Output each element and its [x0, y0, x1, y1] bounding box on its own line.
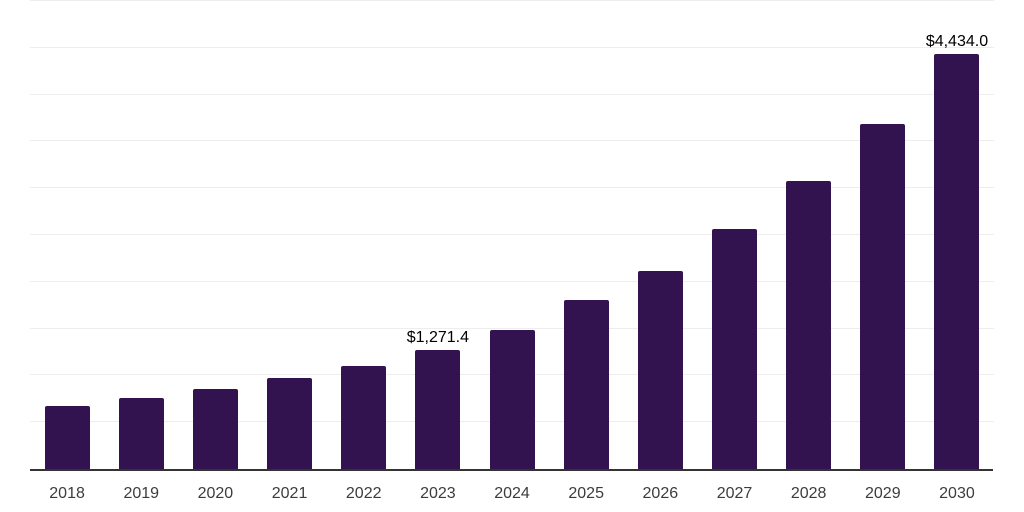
bar-2022 [341, 366, 387, 469]
x-tick-label-2027: 2027 [716, 485, 753, 502]
bar-column-2024 [475, 1, 549, 469]
x-axis-tick-labels: 2018 2019 2020 2021 2022 2023 2024 2025 2026 2027… [30, 471, 994, 503]
gridline-2500 [30, 234, 994, 235]
x-tick-label-2024: 2024 [494, 485, 530, 502]
x-tick-label-2019: 2019 [123, 485, 160, 502]
x-tick-label-2030: 2030 [939, 485, 975, 502]
bar-column-2018 [30, 1, 104, 469]
bar-2025 [563, 300, 609, 469]
bar-column-2023: $1,271.4 [401, 1, 475, 469]
bar-column-2030: $4,434.0 [920, 1, 994, 469]
x-tick-label-2018: 2018 [49, 485, 85, 502]
gridline-4000 [30, 93, 994, 95]
x-tick-label-2026: 2026 [642, 485, 679, 502]
gridline-4500 [30, 46, 994, 48]
bar-2023 [415, 350, 461, 469]
bar-column-2027 [697, 1, 771, 469]
x-tick-label-2020: 2020 [197, 485, 234, 502]
bar-value-label-2030: $4,434.0 [925, 32, 989, 50]
x-tick-label-2025: 2025 [568, 485, 604, 502]
x-axis-line [30, 469, 993, 471]
x-tick-label-2023: 2023 [420, 485, 456, 502]
bar-2020 [192, 388, 238, 469]
gridline-5000 [30, 0, 994, 1]
gridline-2000 [30, 280, 994, 282]
bar-2026 [637, 271, 683, 469]
bar-column-2022 [327, 1, 401, 469]
bar-column-2019 [104, 1, 178, 469]
bar-2021 [267, 378, 313, 469]
bar-2024 [489, 330, 535, 469]
plot-area: $1,271.4 $4,434.0 [30, 0, 994, 469]
bars-container: $1,271.4 $4,434.0 [30, 1, 994, 469]
bar-2030 [934, 53, 980, 469]
gridline-1500 [30, 327, 994, 329]
bar-column-2028 [772, 1, 846, 469]
bar-2018 [44, 405, 90, 469]
x-tick-label-2021: 2021 [271, 485, 308, 502]
gridline-3000 [30, 187, 994, 189]
bar-column-2020 [178, 1, 252, 469]
x-tick-label-2028: 2028 [790, 485, 827, 502]
gridline-3500 [30, 140, 994, 142]
bar-column-2021 [252, 1, 326, 469]
bar-column-2026 [623, 1, 697, 469]
x-tick-label-2029: 2029 [865, 485, 901, 502]
bar-value-label-2023: $1,271.4 [406, 329, 469, 346]
bar-2028 [786, 181, 832, 469]
bar-2027 [711, 228, 757, 469]
bar-2029 [860, 124, 906, 469]
bar-column-2025 [549, 1, 623, 469]
bar-2019 [118, 397, 164, 469]
bar-column-2029 [846, 1, 920, 469]
x-tick-label-2022: 2022 [345, 485, 382, 502]
